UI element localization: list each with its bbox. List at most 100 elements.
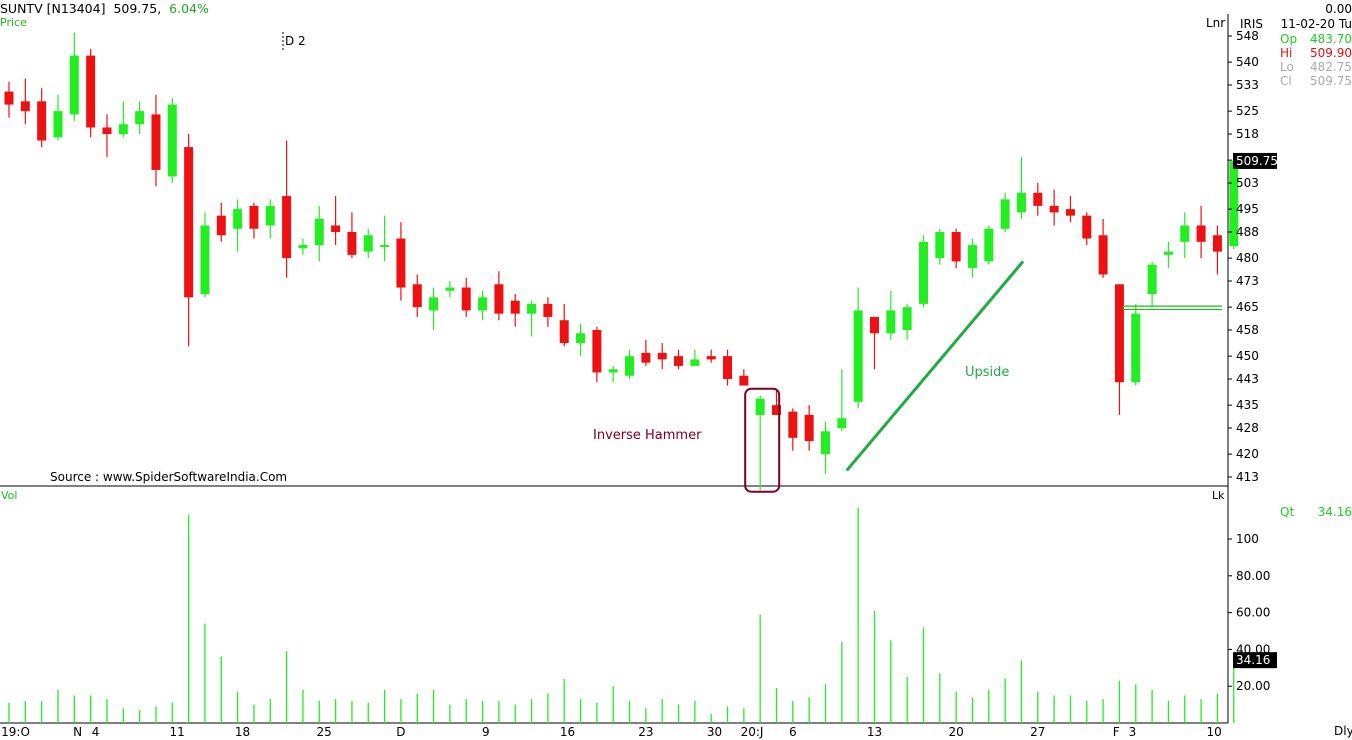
candle [902, 303, 912, 340]
x-tick-label: F [1113, 725, 1120, 739]
candle-body [1212, 235, 1222, 252]
candle-body [641, 352, 651, 363]
price-tick-label: 533 [1236, 78, 1259, 92]
upside-label: Upside [965, 365, 1010, 380]
candle-body [396, 238, 406, 288]
candle-body [478, 297, 488, 311]
candle-body [37, 101, 47, 141]
candle [1212, 225, 1222, 275]
x-tick-label: 25 [317, 725, 332, 739]
candle [625, 349, 635, 379]
price-tick-label: 540 [1236, 55, 1259, 69]
candle [135, 101, 145, 134]
volume-label: Vol [1, 489, 18, 502]
candle-body [951, 232, 961, 262]
price-tick-label: 473 [1236, 274, 1259, 288]
x-tick-label: 23 [638, 725, 653, 739]
x-tick-label: 16 [560, 725, 575, 739]
candle [1114, 284, 1124, 415]
candle [543, 297, 553, 327]
x-tick-label: 18 [235, 725, 250, 739]
candle [641, 339, 651, 366]
candle-body [967, 245, 977, 268]
candle-body [625, 356, 635, 376]
candle [592, 326, 602, 383]
candle-body [282, 196, 292, 259]
candle-body [461, 287, 471, 311]
candle-body [1098, 235, 1108, 275]
candle [510, 294, 520, 327]
candle-body [445, 287, 455, 291]
candle [837, 369, 847, 432]
x-tick-label: 6 [789, 725, 797, 739]
candle-body [755, 398, 765, 415]
upside-trendline [845, 260, 1025, 472]
info-hi: 509.90 [1310, 46, 1352, 60]
candle [788, 408, 798, 451]
candle [853, 287, 863, 409]
candle-body [216, 215, 226, 236]
x-tick-label: 19:O [1, 725, 30, 739]
candle [282, 140, 292, 278]
candle-body [1147, 264, 1157, 295]
candle-body [739, 375, 749, 386]
x-tick-label: N [73, 725, 82, 739]
candle-body [167, 104, 177, 177]
last-price-tag-label: 509.75 [1236, 154, 1278, 168]
candle [821, 421, 830, 474]
candle-body [853, 310, 863, 402]
candle-body [527, 303, 537, 314]
candle [37, 88, 47, 148]
candle [559, 303, 569, 347]
candle-body [821, 431, 830, 455]
candle-body [412, 284, 422, 308]
candle-body [20, 101, 30, 112]
candle [967, 238, 977, 278]
x-tick-label: 20 [948, 725, 963, 739]
candle [935, 228, 945, 265]
candle-body [902, 307, 912, 330]
candle-body [984, 228, 994, 262]
chart-header: SUNTV [N13404] 509.75, 6.04% [0, 1, 209, 16]
candle-body [706, 356, 716, 360]
x-axis: 19:O N 4 11 18 25 D 9 16 23 30 20:J 6 13 20 27 F 3 10 [1, 725, 1222, 739]
candle-body [1065, 209, 1075, 216]
candle-body [788, 411, 798, 438]
candle-body [1082, 215, 1092, 239]
candle-body [723, 356, 733, 379]
candle [233, 199, 243, 252]
candle [869, 316, 879, 370]
symbol-label: SUNTV [N13404] [0, 1, 106, 16]
candle-body [363, 235, 373, 252]
last-volume-tag-label: 34.16 [1236, 653, 1270, 667]
price-tick-label: 413 [1236, 470, 1259, 484]
candle [804, 405, 814, 451]
candle-body [429, 297, 439, 311]
candle-body [1229, 160, 1239, 247]
candle-body [118, 124, 128, 134]
candle [755, 395, 765, 491]
price-axis: 5485405335255185105034954884804734654584… [1228, 29, 1278, 484]
candle [918, 235, 928, 308]
candle [20, 78, 30, 125]
candle [1049, 189, 1059, 226]
candle [102, 114, 112, 157]
candle [1098, 218, 1108, 278]
info-op-label: Op [1280, 32, 1298, 46]
candle-body [151, 114, 161, 170]
x-tick-label: 10 [1207, 725, 1222, 739]
candle [690, 349, 700, 366]
candle-body [298, 245, 308, 249]
candle [380, 215, 390, 262]
candle-body [347, 232, 357, 255]
candle [1180, 212, 1190, 259]
info-lo: 482.75 [1310, 60, 1352, 74]
candle-body [233, 209, 243, 229]
candle-body [690, 359, 700, 366]
candle [412, 274, 422, 317]
candle [1082, 212, 1092, 246]
source-label: Source : www.SpiderSoftwareIndia.Com [50, 470, 288, 484]
candle [118, 101, 128, 138]
candle [445, 281, 455, 298]
candle [184, 134, 194, 347]
